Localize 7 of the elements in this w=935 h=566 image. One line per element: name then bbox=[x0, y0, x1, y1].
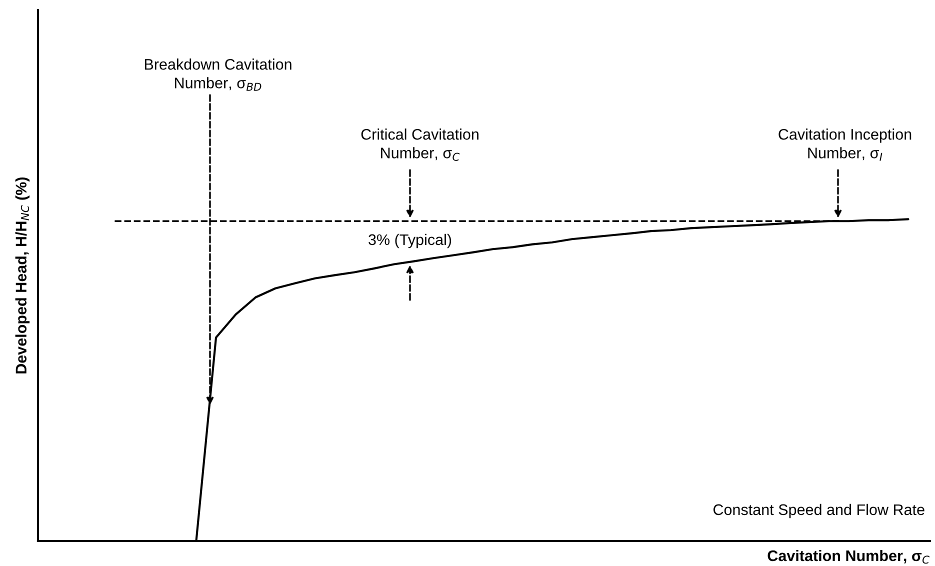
x-axis-title: Cavitation Number, σ$_{C}$ bbox=[768, 550, 930, 564]
text: Breakdown Cavitation Number, σ$_{BD}$ bbox=[144, 58, 292, 91]
annotation: Constant Speed and Flow Rate bbox=[713, 504, 924, 518]
text: Critical Cavitation Number, σ$_{C}$ bbox=[361, 128, 478, 161]
annotation: 3% (Typical) bbox=[368, 234, 452, 248]
text: Cavitation Inception Number, σ$_{I}$ bbox=[778, 128, 912, 161]
y-axis-title: Developed Head, H/H$_{NC}$ (%) bbox=[15, 177, 30, 374]
